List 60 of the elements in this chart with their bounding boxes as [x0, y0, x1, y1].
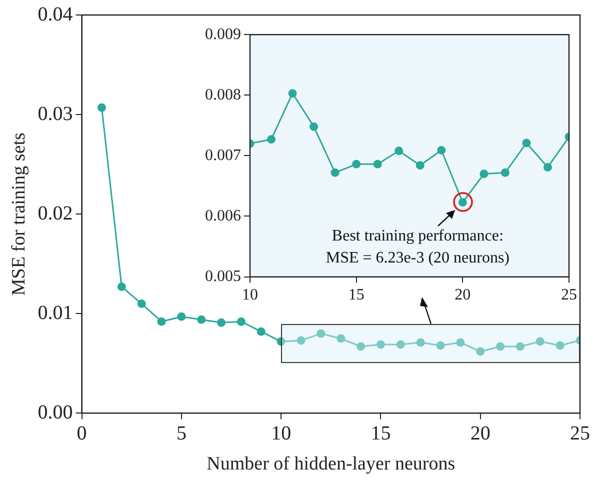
- x-tick-label: 20: [470, 422, 490, 444]
- point: [437, 146, 446, 154]
- x-tick-label: 25: [570, 422, 590, 444]
- point: [296, 336, 306, 345]
- point: [316, 329, 326, 338]
- point: [543, 162, 552, 172]
- point: [217, 318, 226, 327]
- point: [522, 138, 531, 148]
- point: [137, 299, 146, 308]
- point: [157, 317, 166, 326]
- point: [177, 312, 186, 321]
- point: [456, 338, 465, 347]
- y-tick-label: 0.007: [205, 146, 241, 164]
- point: [536, 337, 544, 346]
- y-tick-label: 0.005: [205, 268, 241, 286]
- point: [480, 170, 488, 178]
- point: [352, 160, 361, 168]
- point: [476, 347, 485, 356]
- point: [276, 337, 286, 346]
- x-tick-label: 15: [370, 422, 391, 444]
- point: [197, 315, 206, 324]
- x-axis-title: Number of hidden-layer neurons: [206, 454, 456, 475]
- x-tick-label: 5: [176, 422, 186, 444]
- point: [97, 103, 106, 112]
- x-tick-label: 25: [561, 286, 577, 304]
- point: [396, 340, 405, 349]
- x-tick-label: 20: [454, 286, 471, 304]
- point: [117, 282, 126, 292]
- x-tick-label: 0: [76, 422, 87, 444]
- point: [310, 122, 318, 131]
- point: [336, 334, 346, 343]
- point: [436, 341, 445, 350]
- y-tick-label: 0.008: [205, 86, 241, 104]
- y-tick-label: 0.04: [38, 3, 73, 26]
- point: [267, 135, 276, 144]
- point: [236, 317, 246, 326]
- point: [556, 341, 564, 350]
- point: [394, 146, 404, 156]
- point: [373, 160, 382, 168]
- y-tick-label: 0.006: [205, 207, 241, 224]
- point: [416, 161, 424, 170]
- y-tick-label: 0.01: [38, 302, 73, 324]
- point: [356, 342, 366, 351]
- point: [500, 168, 510, 177]
- point: [516, 342, 524, 351]
- y-tick-label: 0.03: [38, 102, 73, 125]
- point: [416, 338, 425, 347]
- point: [288, 89, 297, 98]
- x-tick-label: 15: [348, 286, 364, 304]
- annotation: Best training performance: MSE = 6.23e-3 (20 neurons): [326, 228, 510, 267]
- y-axis-title: MSE for training sets: [8, 132, 30, 296]
- point: [496, 342, 505, 351]
- x-tick-label: 10: [271, 422, 292, 444]
- y-tick-label: 0.009: [205, 26, 241, 43]
- y-tick-label: 0.00: [38, 401, 73, 424]
- point: [376, 340, 385, 349]
- point: [330, 168, 340, 177]
- point: [256, 327, 266, 336]
- x-tick-label: 10: [242, 286, 258, 304]
- y-tick-label: 0.02: [38, 202, 73, 224]
